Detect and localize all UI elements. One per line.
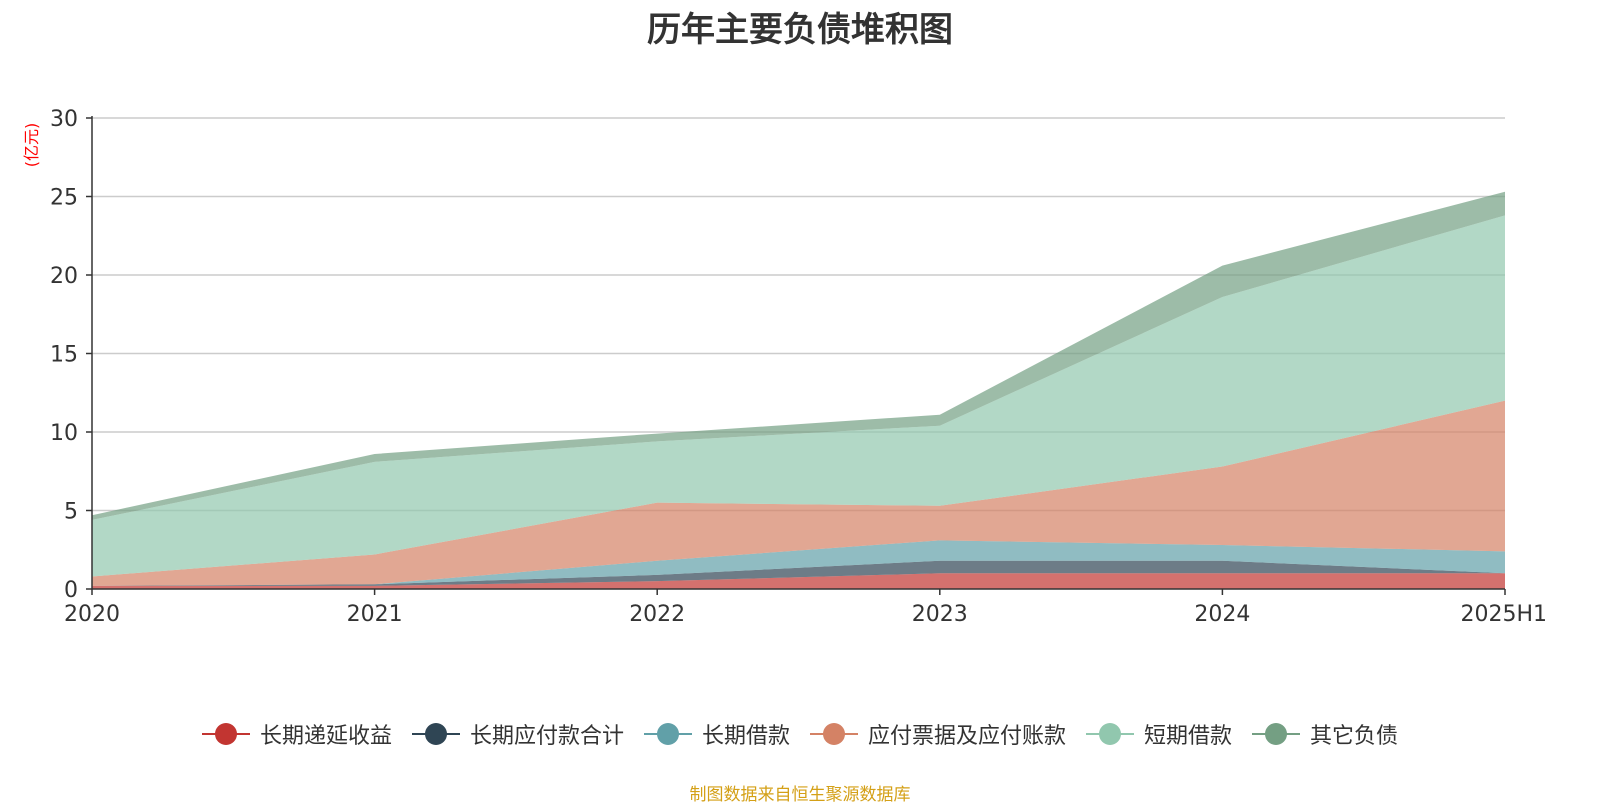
legend-label: 长期借款: [701, 724, 790, 749]
area-series-5: [92, 191, 1505, 520]
legend-label: 长期递延收益: [259, 724, 392, 749]
legend-item-notes-and-accounts-payable[interactable]: 应付票据及应付账款: [810, 718, 1066, 750]
legend-marker-icon: [810, 722, 858, 746]
area-series-0: [92, 573, 1505, 589]
legend-marker-icon: [411, 722, 460, 746]
area-series-3: [92, 400, 1505, 586]
chart-title: 历年主要负债堆积图: [647, 10, 953, 50]
x-tick-label: 2022: [629, 602, 685, 627]
area-series-1: [92, 560, 1505, 586]
legend-item-long-term-borrowings[interactable]: 长期借款: [643, 718, 790, 750]
y-tick-label: 15: [50, 343, 78, 368]
y-axis-unit-label: (亿元): [22, 123, 41, 168]
legend-label: 短期借款: [1144, 724, 1233, 749]
y-tick-label: 25: [50, 186, 78, 211]
legend-item-other-liabilities[interactable]: 其它负债: [1252, 718, 1398, 750]
legend-item-short-term-borrowings[interactable]: 短期借款: [1086, 718, 1232, 750]
x-tick-label: 2023: [912, 602, 968, 627]
x-tick-label: 2025H1: [1460, 602, 1547, 627]
y-tick-label: 20: [50, 264, 78, 289]
x-tick-label: 2020: [64, 602, 120, 627]
y-tick-label: 10: [50, 421, 78, 446]
legend-marker-icon: [1252, 722, 1301, 746]
stacked-areas: [92, 191, 1505, 589]
y-tick-label: 5: [64, 500, 78, 525]
legend-label: 其它负债: [1310, 724, 1399, 749]
axes: 0 5 10 15 20 25 30 2020 2021 2022 2023 2024 2025H1: [50, 107, 1547, 627]
legend-marker-icon: [201, 722, 250, 746]
legend-item-long-term-deferred-income[interactable]: 长期递延收益: [201, 718, 392, 750]
legend-label: 长期应付款合计: [469, 724, 624, 749]
x-tick-label: 2024: [1194, 602, 1250, 627]
area-series-2: [92, 540, 1505, 586]
y-tick-label: 30: [50, 107, 78, 132]
legend-marker-icon: [1086, 722, 1135, 746]
legend: 长期递延收益 长期应付款合计 长期借款 应付票据及应付账款 短期借款 其它负债: [0, 718, 1600, 750]
legend-item-long-term-payables[interactable]: 长期应付款合计: [411, 718, 624, 750]
legend-label: 应付票据及应付账款: [868, 724, 1067, 749]
legend-marker-icon: [643, 722, 692, 746]
x-tick-label: 2021: [347, 602, 403, 627]
area-series-4: [92, 215, 1505, 577]
y-tick-label: 0: [64, 578, 78, 603]
data-source-note: 制图数据来自恒生聚源数据库: [689, 785, 911, 805]
